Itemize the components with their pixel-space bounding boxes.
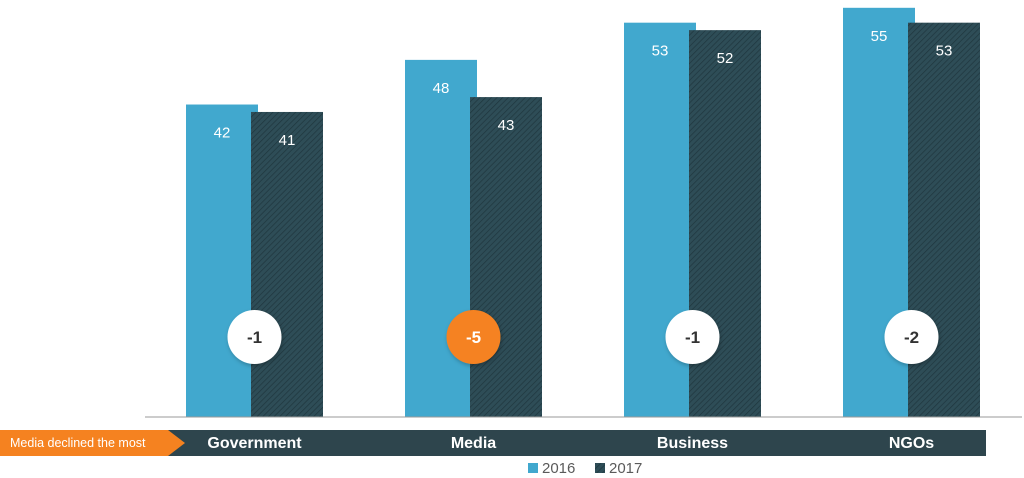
data-label-ngos-2016: 55 bbox=[871, 28, 888, 45]
change-value-ngos: -2 bbox=[904, 328, 919, 347]
category-label-media: Media bbox=[451, 435, 496, 452]
category-labels: Government Media Business NGOs bbox=[207, 435, 934, 452]
legend: 2016 2017 bbox=[528, 460, 642, 477]
change-badge-media bbox=[446, 310, 501, 364]
data-label-government-2017: 41 bbox=[279, 132, 296, 149]
legend-swatch-2017 bbox=[595, 463, 605, 473]
data-label-media-2016: 48 bbox=[433, 80, 450, 97]
data-label-business-2017: 52 bbox=[717, 50, 734, 67]
change-badge-ngos bbox=[884, 310, 939, 364]
data-label-business-2016: 53 bbox=[652, 43, 669, 60]
bar-government-2016 bbox=[186, 104, 258, 418]
bar-media-2017 bbox=[470, 97, 542, 417]
legend-label-2017: 2017 bbox=[609, 460, 642, 477]
data-label-ngos-2017: 53 bbox=[936, 43, 953, 60]
category-band bbox=[168, 430, 986, 456]
data-label-media-2017: 43 bbox=[498, 117, 515, 134]
change-badges: -1 -5 -1 -2 bbox=[227, 310, 939, 364]
legend-swatch-2016 bbox=[528, 463, 538, 473]
change-badge-government bbox=[227, 310, 282, 364]
callout-text: Media declined the most bbox=[10, 436, 146, 450]
change-value-business: -1 bbox=[685, 328, 700, 347]
category-label-ngos: NGOs bbox=[889, 435, 934, 452]
bar-government-2017 bbox=[251, 111, 323, 418]
category-label-government: Government bbox=[207, 435, 302, 452]
change-value-government: -1 bbox=[247, 328, 262, 347]
callout-arrow: Media declined the most bbox=[0, 430, 185, 456]
change-badge-business bbox=[665, 310, 720, 364]
legend-label-2016: 2016 bbox=[542, 460, 575, 477]
change-value-media: -5 bbox=[466, 328, 481, 347]
data-label-government-2016: 42 bbox=[214, 125, 231, 142]
category-label-business: Business bbox=[657, 435, 728, 452]
bars-layer: 42 41 48 43 53 52 55 53 bbox=[186, 7, 980, 418]
bar-media-2016 bbox=[405, 59, 477, 417]
